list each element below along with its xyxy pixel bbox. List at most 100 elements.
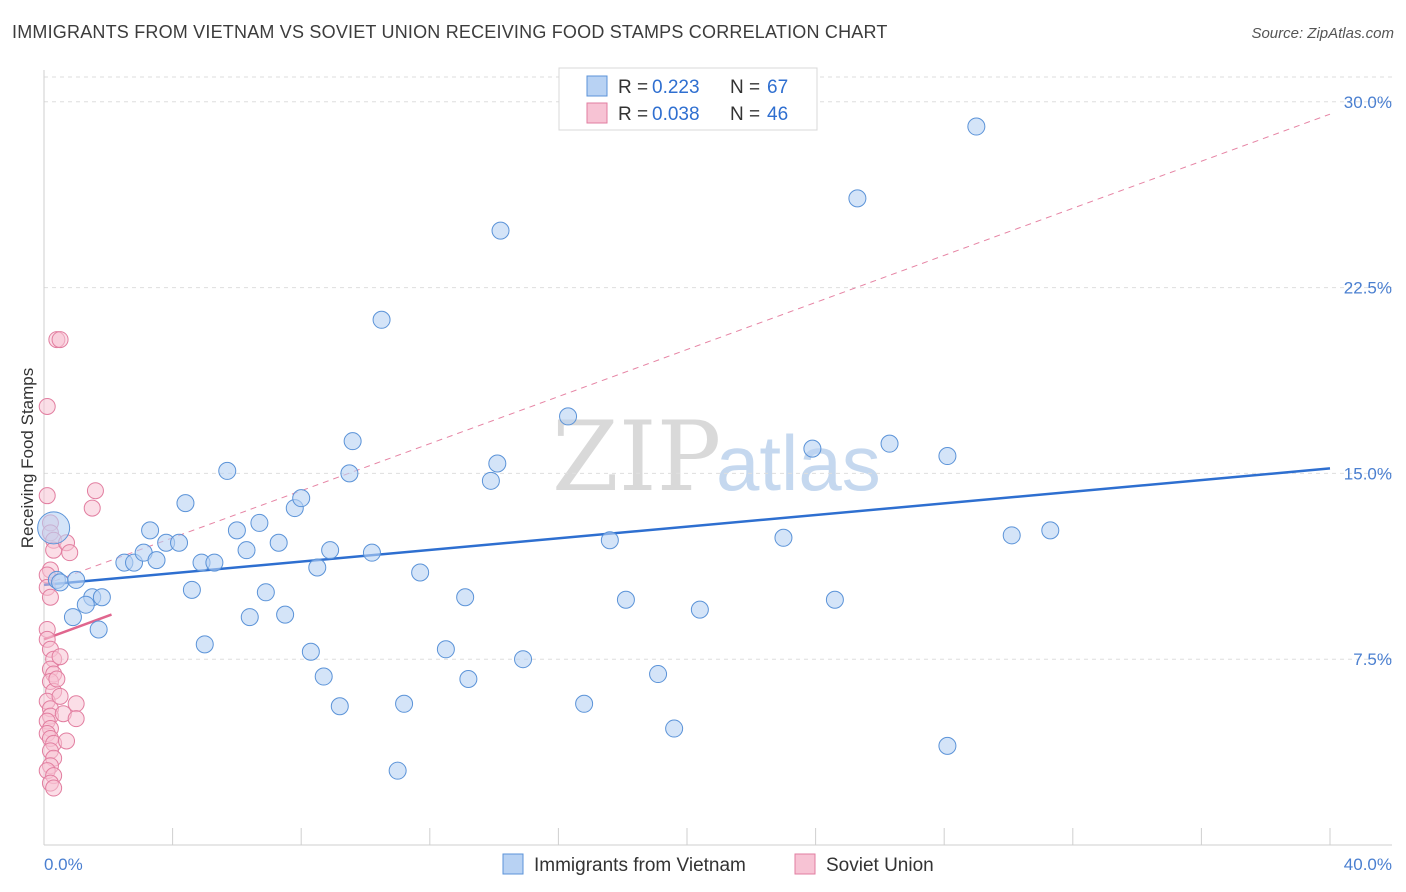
series-legend-label-vietnam: Immigrants from Vietnam — [534, 855, 746, 876]
vietnam-point — [459, 670, 478, 689]
vietnam-point — [321, 541, 340, 560]
source-credit: Source: ZipAtlas.com — [1251, 25, 1394, 42]
soviet-union-point — [38, 487, 56, 505]
vietnam-point — [51, 573, 70, 592]
y-tick-label: 22.5% — [1344, 279, 1392, 298]
vietnam-point — [301, 642, 320, 661]
soviet-union-point — [51, 648, 69, 666]
vietnam-point — [665, 719, 684, 738]
series-legend-label-soviet: Soviet Union — [826, 855, 934, 876]
vietnam-point — [616, 590, 635, 609]
soviet-union-point — [48, 670, 66, 688]
vietnam-trend-line — [43, 467, 1331, 587]
vietnam-point — [276, 605, 295, 624]
soviet-union-point — [38, 397, 56, 415]
trend-lines — [43, 113, 1331, 641]
vietnam-point — [330, 697, 349, 716]
vietnam-point — [848, 189, 867, 208]
legend-swatch-vietnam — [586, 75, 608, 97]
vietnam-point — [803, 439, 822, 458]
vietnam-point — [76, 595, 95, 614]
legend-n-label-soviet: N = — [730, 104, 760, 125]
vietnam-point — [227, 521, 246, 540]
x-ticks — [43, 828, 1331, 845]
vietnam-point — [372, 310, 391, 329]
vietnam-point — [362, 543, 381, 562]
vietnam-point — [89, 620, 108, 639]
vietnam-point — [690, 600, 709, 619]
vietnam-point — [1002, 526, 1021, 545]
y-axis-label: Receiving Food Stamps — [18, 368, 37, 548]
legend-r-label-vietnam: R = — [618, 77, 648, 98]
y-tick-label: 7.5% — [1353, 650, 1392, 669]
y-tick-label: 30.0% — [1344, 93, 1392, 112]
vietnam-point — [880, 434, 899, 453]
vietnam-point — [195, 635, 214, 654]
soviet-union-points — [38, 331, 104, 797]
y-tick-label: 15.0% — [1344, 464, 1392, 483]
vietnam-point — [411, 563, 430, 582]
soviet-union-point — [83, 499, 101, 517]
soviet-union-point — [86, 482, 104, 500]
chart-title: IMMIGRANTS FROM VIETNAM VS SOVIET UNION … — [12, 22, 888, 42]
correlation-legend: R = 0.223 N = 67 R = 0.038 N = 46 — [558, 67, 818, 131]
vietnam-point — [218, 461, 237, 480]
vietnam-point — [1041, 521, 1060, 540]
soviet-union-trend-line — [43, 613, 112, 641]
vietnam-point — [343, 432, 362, 451]
legend-swatch-soviet — [586, 102, 608, 124]
vietnam-point — [314, 667, 333, 686]
grid-lines — [44, 76, 1392, 660]
vietnam-point — [147, 551, 166, 570]
x-tick-label-max: 40.0% — [1344, 855, 1392, 874]
vietnam-point — [269, 533, 288, 552]
vietnam-point — [205, 553, 224, 572]
watermark-zip: ZIP — [552, 401, 721, 513]
vietnam-point — [967, 117, 986, 136]
soviet-union-point — [61, 544, 79, 562]
vietnam-point — [388, 761, 407, 780]
vietnam-point — [481, 471, 500, 490]
vietnam-point — [37, 511, 71, 545]
vietnam-point — [395, 694, 414, 713]
vietnam-point — [600, 531, 619, 550]
legend-r-value-soviet: 0.038 — [652, 104, 700, 125]
soviet-union-point — [41, 588, 59, 606]
series-legend: Immigrants from Vietnam Soviet Union — [502, 853, 934, 876]
vietnam-point — [938, 736, 957, 755]
vietnam-point — [938, 447, 957, 466]
legend-n-label-vietnam: N = — [730, 77, 760, 98]
vietnam-point — [182, 580, 201, 599]
soviet-union-trend-dashed — [43, 113, 1331, 586]
legend-n-value-soviet: 46 — [767, 104, 788, 125]
vietnam-point — [491, 221, 510, 240]
legend-r-label-soviet: R = — [618, 104, 648, 125]
soviet-union-point — [51, 331, 69, 349]
vietnam-point — [488, 454, 507, 473]
vietnam-point — [649, 665, 668, 684]
vietnam-point — [240, 608, 259, 627]
vietnam-point — [92, 588, 111, 607]
x-tick-label-min: 0.0% — [44, 855, 83, 874]
vietnam-point — [514, 650, 533, 669]
vietnam-point — [256, 583, 275, 602]
vietnam-point — [237, 541, 256, 560]
vietnam-point — [575, 694, 594, 713]
vietnam-point — [436, 640, 455, 659]
vietnam-point — [170, 533, 189, 552]
vietnam-point — [456, 588, 475, 607]
legend-n-value-vietnam: 67 — [767, 77, 788, 98]
soviet-union-point — [51, 687, 69, 705]
watermark-atlas: atlas — [716, 419, 881, 507]
vietnam-point — [559, 407, 578, 426]
soviet-union-point — [67, 710, 85, 728]
vietnam-point — [141, 521, 160, 540]
vietnam-point — [63, 608, 82, 627]
vietnam-point — [250, 513, 269, 532]
vietnam-point — [340, 464, 359, 483]
legend-r-value-vietnam: 0.223 — [652, 77, 700, 98]
soviet-union-point — [58, 732, 76, 750]
vietnam-point — [176, 494, 195, 513]
vietnam-point — [825, 590, 844, 609]
